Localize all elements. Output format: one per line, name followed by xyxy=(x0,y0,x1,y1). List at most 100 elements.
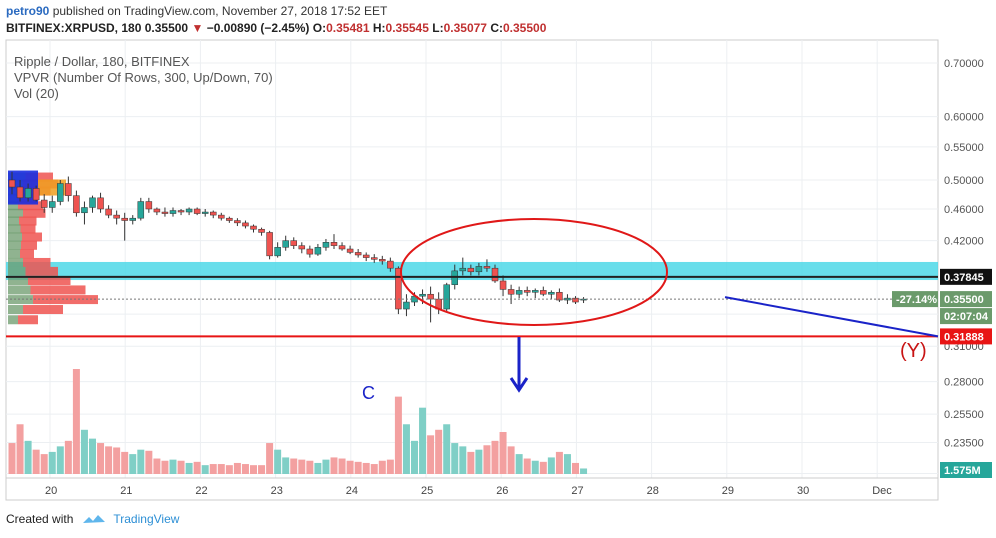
target-label[interactable]: (Y) xyxy=(900,340,927,362)
down-arrow-icon: ▼ xyxy=(191,21,204,35)
wave-label[interactable]: C xyxy=(362,383,375,403)
volume-bar xyxy=(113,447,121,474)
candle-body xyxy=(8,179,16,188)
vpvr-up-bar xyxy=(8,208,23,218)
candle-body xyxy=(427,293,434,300)
resistance-tag-bg xyxy=(940,268,992,285)
volume-bar xyxy=(467,451,475,474)
publish-info: published on TradingView.com, November 2… xyxy=(52,4,388,18)
vpvr-up-bar xyxy=(8,285,31,295)
candle-body xyxy=(81,207,88,214)
candle-body xyxy=(193,208,201,214)
volume-tag: 1.575M xyxy=(944,465,981,477)
close-value: 0.35500 xyxy=(503,21,547,35)
volume-bar xyxy=(475,449,483,474)
down-arrow-icon xyxy=(509,377,529,393)
candle-body xyxy=(129,217,136,221)
countdown-tag-bg xyxy=(940,308,992,325)
candle-body xyxy=(161,211,169,214)
open-value: 0.35481 xyxy=(326,21,370,35)
volume-bar xyxy=(185,462,193,474)
red-ellipse[interactable] xyxy=(400,218,668,326)
candle-body xyxy=(346,248,354,253)
candle-body xyxy=(387,260,394,269)
vpvr-down-bar xyxy=(18,201,43,211)
tradingview-logo-icon xyxy=(83,515,106,523)
volume-bar xyxy=(338,458,346,474)
volume-bar xyxy=(459,446,467,474)
volume-bar xyxy=(129,454,137,474)
price-tick-label: 0.50000 xyxy=(944,175,984,187)
volume-bar xyxy=(64,440,72,474)
price-change: −0.00890 (−2.45%) xyxy=(206,21,310,35)
candle-body xyxy=(403,301,410,310)
created-with-text: Created with xyxy=(6,512,74,526)
time-axis[interactable]: 20 21 22 23 24 25 26 27 28 29 30 Dec xyxy=(6,477,938,497)
volume-bar xyxy=(346,460,354,474)
trend-line[interactable] xyxy=(724,296,939,338)
volume-bar xyxy=(306,460,314,474)
volume-bar xyxy=(370,464,378,474)
last-price-tag: 0.35500 xyxy=(944,294,984,306)
volume-bar xyxy=(8,443,16,474)
vpvr-up-bar xyxy=(8,305,23,315)
candle-body xyxy=(32,188,40,201)
volume-bar xyxy=(386,459,394,474)
volume-bar xyxy=(314,462,322,474)
open-label: O: xyxy=(312,21,327,35)
volume-bar xyxy=(451,443,459,474)
support-tag: 0.31888 xyxy=(944,331,984,343)
publish-header: petro90 published on TradingView.com, No… xyxy=(6,4,387,18)
volume-bar xyxy=(89,438,96,474)
volume-bar xyxy=(121,451,129,474)
candle-body xyxy=(395,267,402,310)
candle-body xyxy=(177,210,185,213)
candle-body xyxy=(121,217,128,221)
candle-body xyxy=(419,293,426,297)
volume-bar xyxy=(250,465,257,474)
volume-bar xyxy=(241,464,249,474)
candle-body xyxy=(523,290,531,293)
author-link[interactable]: petro90 xyxy=(6,4,50,18)
vpvr-up-bar xyxy=(8,276,28,286)
time-tick-label: 22 xyxy=(195,485,207,497)
candle-body xyxy=(354,252,362,256)
volume-bar xyxy=(290,458,298,474)
vpvr-up-bar xyxy=(8,295,33,305)
volume-bar xyxy=(435,429,443,474)
volume-bar xyxy=(201,465,209,474)
volume-bar xyxy=(322,459,330,474)
volume-bar xyxy=(483,445,491,474)
candle-body xyxy=(242,222,249,227)
volume-bar xyxy=(499,432,507,474)
candle-body xyxy=(113,214,120,219)
vpvr-down-bar xyxy=(21,240,37,250)
symbol-label: BITFINEX:XRPUSD, 180 xyxy=(6,21,142,35)
legend-vpvr: VPVR (Number Of Rows, 300, Up/Down, 70) xyxy=(14,70,273,85)
volume-bar xyxy=(72,369,80,474)
candle-body xyxy=(290,240,297,246)
vpvr-down-bar xyxy=(23,305,63,315)
candle-body xyxy=(298,245,306,250)
volume-bar xyxy=(97,443,105,474)
candle-body xyxy=(330,242,338,246)
candle-body xyxy=(201,211,209,214)
vpvr-down-bar xyxy=(18,315,38,325)
vpvr-up-bar xyxy=(8,266,26,276)
volume-bar xyxy=(443,424,451,474)
change-tag: -27.14% xyxy=(896,294,937,306)
last-price-tag-bg xyxy=(940,291,992,308)
low-value: 0.35077 xyxy=(443,21,487,35)
volume-bar xyxy=(258,465,266,474)
volume-bar xyxy=(169,459,177,474)
chart-area[interactable]: C (Y) 0.70000 0.60000 0.55000 0.50000 0.4600… xyxy=(0,0,996,510)
candle-body xyxy=(210,211,217,216)
candle-body xyxy=(467,267,475,273)
volume-bar xyxy=(411,440,418,474)
volume-bar xyxy=(282,457,290,474)
candle-body xyxy=(226,217,233,221)
tradingview-link[interactable]: TradingView xyxy=(113,512,180,526)
candle-body xyxy=(73,195,80,214)
last-price: 0.35500 xyxy=(144,21,189,35)
high-value: 0.35545 xyxy=(385,21,429,35)
